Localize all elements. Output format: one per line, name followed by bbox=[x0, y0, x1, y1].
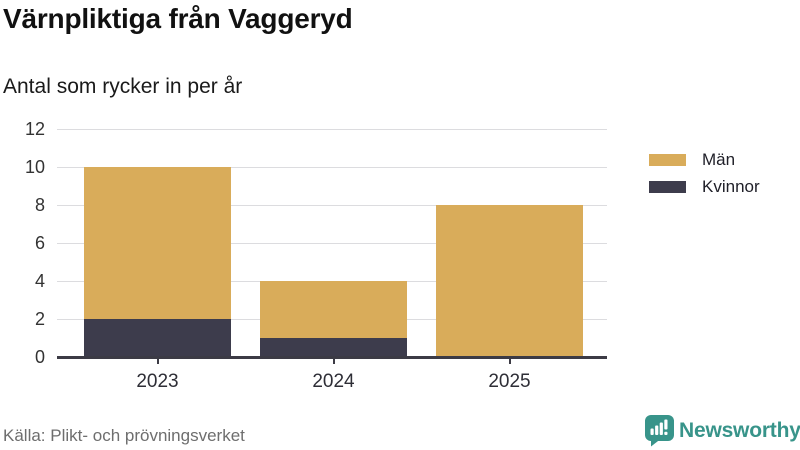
bar-segment-män-2024 bbox=[260, 281, 407, 338]
chart-subtitle: Antal som rycker in per år bbox=[3, 75, 243, 98]
bar-segment-män-2025 bbox=[436, 205, 583, 357]
y-axis-tick-label: 2 bbox=[34, 309, 45, 329]
legend-item-kvinnor: Kvinnor bbox=[649, 173, 760, 200]
legend-label: Kvinnor bbox=[702, 176, 760, 196]
y-axis-tick-label: 12 bbox=[24, 119, 45, 139]
y-axis-tick-label: 4 bbox=[34, 271, 45, 291]
y-axis-tick-label: 8 bbox=[34, 195, 45, 215]
source-note: Källa: Plikt- och prövningsverket bbox=[3, 426, 245, 445]
y-gridline bbox=[57, 204, 607, 206]
y-axis-tick-label: 6 bbox=[34, 233, 45, 253]
bar-segment-kvinnor-2024 bbox=[260, 338, 407, 357]
x-axis-tick bbox=[156, 357, 159, 364]
y-gridline bbox=[57, 242, 607, 244]
chart-title: Värnpliktiga från Vaggeryd bbox=[3, 3, 353, 34]
legend-item-män: Män bbox=[649, 146, 760, 173]
newsworthy-chart-bubble-icon bbox=[645, 415, 674, 447]
legend-label: Män bbox=[702, 149, 736, 169]
newsworthy-wordmark: Newsworthy bbox=[679, 419, 800, 442]
x-axis-tick-label: 2023 bbox=[136, 371, 179, 392]
x-axis-tick-label: 2025 bbox=[488, 371, 531, 392]
x-axis-tick bbox=[508, 357, 511, 364]
bar-segment-män-2023 bbox=[84, 167, 231, 319]
y-axis-tick-label: 10 bbox=[24, 157, 45, 177]
legend-swatch bbox=[649, 180, 686, 193]
bar-segment-kvinnor-2023 bbox=[84, 319, 231, 357]
newsworthy-logo: Newsworthy bbox=[645, 415, 800, 448]
legend-swatch bbox=[649, 153, 686, 166]
legend: Män Kvinnor bbox=[649, 146, 760, 200]
y-gridline bbox=[57, 128, 607, 130]
x-axis-tick bbox=[332, 357, 335, 364]
y-axis-tick-label: 0 bbox=[34, 347, 45, 367]
y-gridline bbox=[57, 166, 607, 168]
x-axis-line bbox=[57, 355, 607, 359]
x-axis-tick-label: 2024 bbox=[312, 371, 355, 392]
